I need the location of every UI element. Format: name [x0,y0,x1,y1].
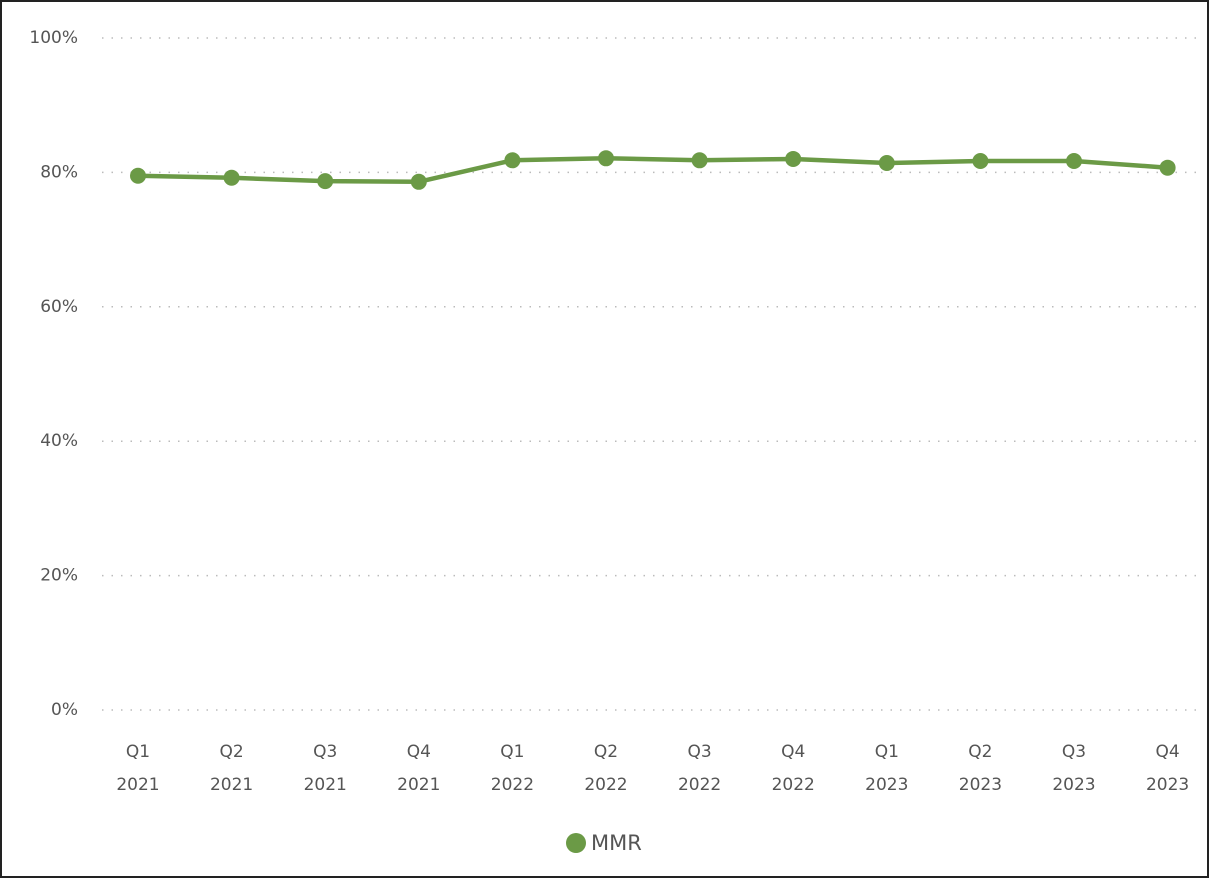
point [223,169,240,186]
legend-label: MMR [591,831,642,855]
point [691,152,708,169]
x-tick-label: Q3 2022 [678,742,721,795]
point [317,173,334,190]
x-tick-label: Q4 2021 [397,742,440,795]
x-tick-label: Q4 2022 [772,742,815,795]
x-tick-label: Q2 2021 [210,742,253,795]
x-tick-label: Q2 2022 [584,742,627,795]
x-tick-label: Q1 2021 [116,742,159,795]
y-tick-label: 60% [40,297,78,317]
x-tick-label: Q1 2022 [491,742,534,795]
x-tick-label: Q3 2021 [304,742,347,795]
y-tick-label: 80% [40,162,78,182]
point [785,150,802,167]
legend-marker [566,833,586,853]
x-tick-label: Q1 2023 [865,742,908,795]
y-tick-label: 0% [51,700,78,720]
x-tick-label: Q3 2023 [1052,742,1095,795]
x-tick-label: Q2 2023 [959,742,1002,795]
y-tick-label: 20% [40,566,78,586]
x-tick-label: Q4 2023 [1146,742,1189,795]
y-tick-label: 100% [29,28,78,48]
point [130,167,146,184]
point [1066,152,1082,169]
point [598,150,614,167]
line [137,156,1168,185]
point [410,173,427,190]
y-tick-label: 40% [40,431,78,451]
point [1159,159,1176,176]
point [504,152,521,169]
point [972,152,989,169]
point [878,154,895,171]
